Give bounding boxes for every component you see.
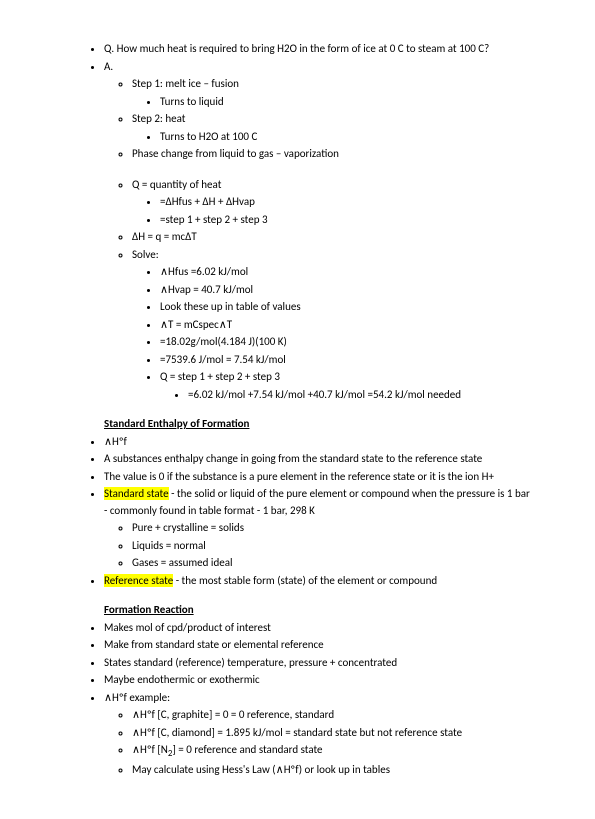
answer-line: A. Step 1: melt ice – fusion Turns to li… <box>104 59 535 404</box>
step1-text: Step 1: melt ice – fusion <box>132 77 239 90</box>
ss-solids: Pure + crystalline = solids <box>132 520 535 537</box>
sef-definition: A substances enthalpy change in going fr… <box>104 451 535 468</box>
q-eq2: =step 1 + step 2 + step 3 <box>160 212 535 229</box>
step2: Step 2: heat Turns to H2O at 100 C <box>132 111 535 145</box>
sef-symbol: ∧Hºf <box>104 434 535 451</box>
step2-text: Step 2: heat <box>132 112 185 125</box>
answer-label: A. <box>104 60 113 73</box>
ex-graphite: ∧Hºf [C, graphite] = 0 = 0 reference, st… <box>132 707 535 724</box>
sef-zero-value: The value is 0 if the substance is a pur… <box>104 469 535 486</box>
q-eq1: =ΔHfus + ΔH + ΔHvap <box>160 194 535 211</box>
solve-dt: ∧T = mCspec∧T <box>160 317 535 334</box>
solve-hfus: ∧Hfus =6.02 kJ/mol <box>160 264 535 281</box>
solve-calc2: =7539.6 J/mol = 7.54 kJ/mol <box>160 352 535 369</box>
fr-example-label: ∧Hºf example: ∧Hºf [C, graphite] = 0 = 0… <box>104 690 535 779</box>
ex-diamond: ∧Hºf [C, diamond] = 1.895 kJ/mol = stand… <box>132 725 535 742</box>
q-def-text: Q = quantity of heat <box>132 178 221 191</box>
standard-state-term: Standard state <box>104 487 169 500</box>
solve-label: Solve: ∧Hfus =6.02 kJ/mol ∧Hvap = 40.7 k… <box>132 247 535 404</box>
reference-state-term: Reference state <box>104 574 173 587</box>
fr-states: States standard (reference) temperature,… <box>104 655 535 672</box>
solve-final: =6.02 kJ/mol +7.54 kJ/mol +40.7 kJ/mol =… <box>188 387 535 404</box>
reference-state-def: - the most stable form (state) of the el… <box>173 574 437 587</box>
fr-example-text: ∧Hºf example: <box>104 691 170 704</box>
solve-lookup: Look these up in table of values <box>160 299 535 316</box>
step1-sub: Turns to liquid <box>160 94 535 111</box>
solve-calc1: =18.02g/mol(4.184 J)(100 K) <box>160 334 535 351</box>
solve-qsum-text: Q = step 1 + step 2 + step 3 <box>160 370 280 383</box>
standard-state-def: - the solid or liquid of the pure elemen… <box>104 487 530 517</box>
reference-state-line: Reference state - the most stable form (… <box>104 573 535 590</box>
ex-n2-post: ] = 0 reference and standard state <box>172 743 322 756</box>
solve-text: Solve: <box>132 248 159 261</box>
heading-formation: Formation Reaction <box>104 603 194 616</box>
step1: Step 1: melt ice – fusion Turns to liqui… <box>132 76 535 110</box>
fr-make-from: Make from standard state or elemental re… <box>104 637 535 654</box>
ss-liquids: Liquids = normal <box>132 538 535 555</box>
step2-sub: Turns to H2O at 100 C <box>160 129 535 146</box>
q-definition: Q = quantity of heat =ΔHfus + ΔH + ΔHvap… <box>132 177 535 229</box>
fr-endo-exo: Maybe endothermic or exothermic <box>104 672 535 689</box>
solve-qsum: Q = step 1 + step 2 + step 3 =6.02 kJ/mo… <box>160 369 535 403</box>
ex-n2-pre: ∧Hºf [N <box>132 743 168 756</box>
ss-gases: Gases = assumed ideal <box>132 555 535 572</box>
solve-hvap: ∧Hvap = 40.7 kJ/mol <box>160 282 535 299</box>
fr-makes-mol: Makes mol of cpd/product of interest <box>104 620 535 637</box>
standard-state-line: Standard state - the solid or liquid of … <box>104 486 535 572</box>
question-line: Q. How much heat is required to bring H2… <box>104 41 535 58</box>
phase-change: Phase change from liquid to gas – vapori… <box>132 146 535 163</box>
ex-n2: ∧Hºf [N2] = 0 reference and standard sta… <box>132 742 535 761</box>
heading-sef: Standard Enthalpy of Formation <box>104 417 249 430</box>
delta-h-eq: ΔH = q = mcΔT <box>132 229 535 246</box>
